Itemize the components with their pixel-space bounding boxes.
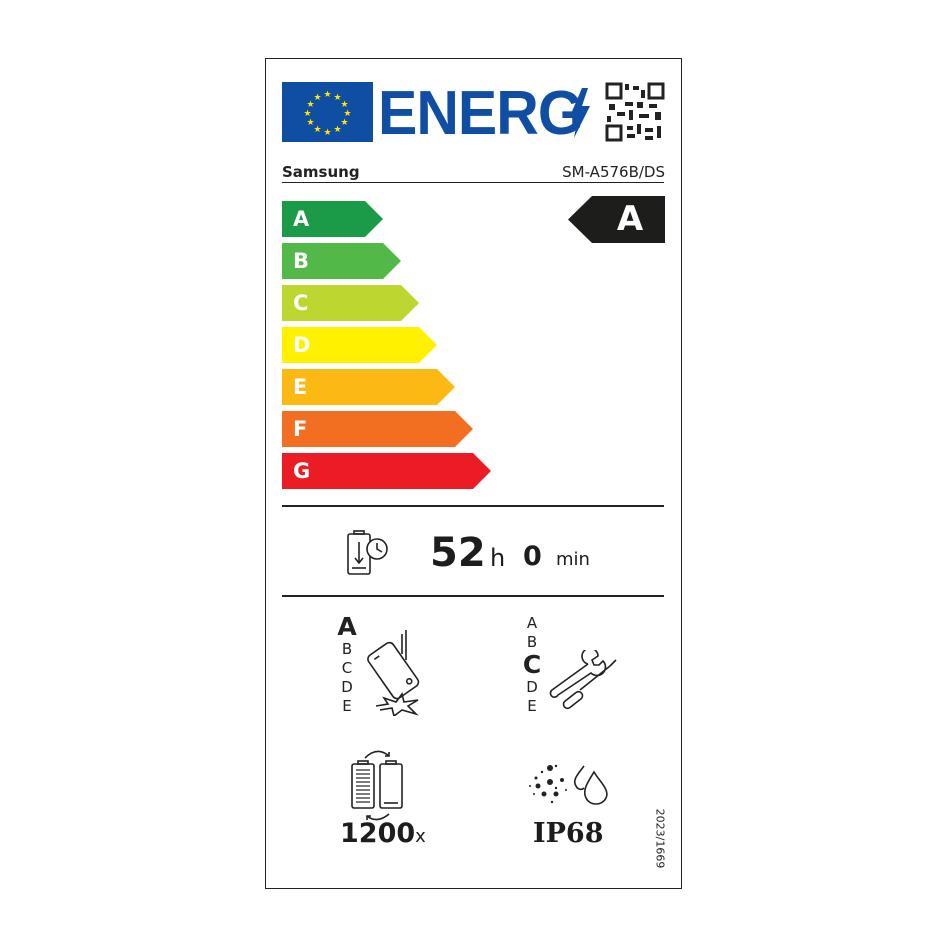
battery-minutes: 0	[523, 541, 542, 572]
scale-letter-a: A	[526, 614, 538, 632]
brand-name: Samsung	[282, 163, 360, 181]
scale-letter-b: B	[341, 640, 353, 658]
svg-text:★: ★	[340, 118, 348, 128]
svg-text:★: ★	[306, 118, 314, 128]
energy-class-bar-c: C	[282, 285, 419, 321]
scale-letter-b: B	[526, 633, 538, 651]
scale-letter-d: D	[526, 678, 538, 696]
energy-class-letter: A	[293, 207, 310, 231]
battery-endurance-icon	[347, 530, 388, 575]
energy-class-bar-f: F	[282, 411, 473, 447]
svg-text:★: ★	[303, 109, 311, 119]
scale-letter-e: E	[527, 697, 537, 715]
svg-text:★: ★	[306, 100, 314, 110]
energy-class-bar-a: A	[282, 201, 383, 237]
minutes-unit: min	[556, 549, 590, 570]
svg-text:★: ★	[313, 125, 321, 135]
lightning-icon	[570, 88, 590, 138]
ingress-protection: IP68	[533, 818, 604, 849]
cycles-number: 1200	[340, 818, 416, 849]
energy-class-bar-b: B	[282, 243, 401, 279]
cycles-unit: x	[415, 826, 426, 847]
energy-label	[265, 58, 682, 889]
energy-logo-text: ENERG	[378, 79, 584, 148]
tools-icon	[549, 650, 617, 710]
energy-class-bar-d: D	[282, 327, 437, 363]
battery-cycles-icon	[351, 750, 403, 821]
energy-class-bar-g: G	[282, 453, 491, 489]
qr-code-icon[interactable]	[605, 82, 665, 142]
energy-class-letter: G	[293, 459, 311, 483]
rating-arrow	[568, 196, 665, 243]
energy-class-letter: D	[293, 333, 311, 357]
svg-text:★: ★	[313, 93, 321, 103]
eu-flag-icon: ★ ★★★★★★★★★★★	[282, 82, 373, 142]
svg-text:★: ★	[333, 93, 341, 103]
hours-unit: h	[490, 544, 506, 572]
energy-class-bar-e: E	[282, 369, 455, 405]
scale-letter-d: D	[341, 678, 353, 696]
energy-class-letter: F	[293, 417, 308, 441]
battery-hours: 52	[430, 530, 486, 576]
energy-class-rating: A	[616, 199, 644, 239]
svg-text:★: ★	[323, 128, 331, 138]
scale-letter-e: E	[342, 697, 352, 715]
svg-text:★: ★	[343, 109, 351, 119]
svg-text:★: ★	[340, 100, 348, 110]
dust-water-icon	[529, 764, 608, 805]
energy-class-letter: C	[293, 291, 309, 315]
scale-letter-a: A	[337, 612, 357, 641]
regulation-number: 2023/1669	[653, 808, 667, 869]
phone-drop-icon	[367, 630, 420, 716]
svg-text:★: ★	[333, 125, 341, 135]
svg-text:★: ★	[323, 90, 331, 100]
battery-cycles-value: 1200x	[340, 818, 426, 849]
scale-letter-c: C	[341, 659, 353, 677]
model-name: SM-A576B/DS	[562, 163, 665, 181]
scale-letter-c: C	[522, 650, 542, 679]
energy-class-letter: E	[293, 375, 308, 399]
energy-class-letter: B	[293, 249, 310, 273]
